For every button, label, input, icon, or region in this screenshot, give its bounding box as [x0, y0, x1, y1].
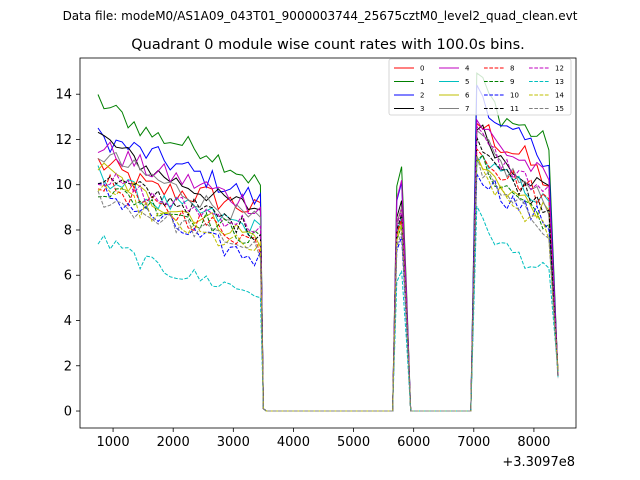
x-tick-label: 6000: [397, 435, 430, 450]
series-line-14: [97, 156, 559, 412]
x-offset-label: +3.3097e8: [502, 455, 575, 470]
x-tick-label: 1000: [97, 435, 130, 450]
x-tick-label: 7000: [457, 435, 490, 450]
legend-label-0: 0: [420, 65, 424, 73]
suptitle: Data file: modeM0/AS1A09_043T01_90000037…: [63, 9, 578, 23]
legend-label-5: 5: [465, 78, 469, 86]
chart-title: Quadrant 0 module wise count rates with …: [131, 37, 525, 53]
series-group: [97, 72, 559, 412]
y-tick-label: 4: [64, 314, 72, 329]
legend-label-7: 7: [465, 105, 469, 113]
series-line-9: [97, 154, 559, 412]
series-line-1: [97, 72, 559, 412]
legend-label-8: 8: [510, 65, 514, 73]
x-tick-label: 3000: [217, 435, 250, 450]
series-line-2: [97, 84, 559, 412]
series-line-6: [97, 155, 559, 412]
x-tick-label: 4000: [277, 435, 310, 450]
x-tick-label: 2000: [157, 435, 190, 450]
y-tick-label: 10: [55, 178, 72, 193]
legend-label-1: 1: [420, 78, 424, 86]
series-line-4: [97, 118, 559, 412]
series-line-5: [97, 154, 559, 412]
legend-label-14: 14: [555, 92, 564, 100]
axes-frame: [79, 57, 577, 429]
y-tick-label: 8: [64, 223, 72, 238]
x-tick-label: 8000: [517, 435, 550, 450]
legend-box: [388, 58, 572, 116]
legend-label-11: 11: [510, 105, 519, 113]
x-tick-label: 5000: [337, 435, 370, 450]
series-line-13: [97, 205, 559, 412]
legend-label-13: 13: [555, 78, 564, 86]
plot-area: 1000 2000 3000 4000 5000 6000 7000 800002468101…: [55, 57, 577, 450]
y-tick-label: 2: [64, 359, 72, 374]
legend-label-9: 9: [510, 78, 514, 86]
legend-label-15: 15: [555, 105, 564, 113]
y-tick-label: 12: [55, 133, 72, 148]
legend-label-10: 10: [510, 92, 519, 100]
y-tick-label: 0: [64, 405, 72, 420]
legend-label-4: 4: [465, 65, 470, 73]
legend-label-2: 2: [420, 92, 424, 100]
series-line-15: [97, 155, 559, 412]
legend-label-6: 6: [465, 92, 470, 100]
legend-label-12: 12: [555, 65, 564, 73]
y-tick-label: 14: [55, 88, 72, 103]
y-tick-label: 6: [64, 269, 72, 284]
legend-label-3: 3: [420, 105, 424, 113]
